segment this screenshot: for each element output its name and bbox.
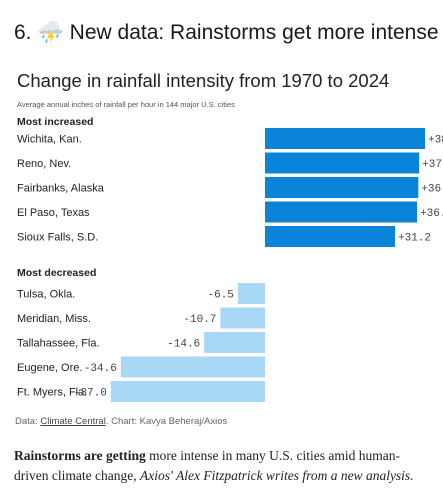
value-label: -34.6 [84,363,117,375]
value-label: -37.0 [74,388,107,400]
category-label: Tallahassee, Fla. [17,338,100,350]
bar [110,381,265,402]
bar [265,226,395,247]
body-text: more intense in many U.S. cities amid hu… [14,448,400,483]
value-label: -6.5 [208,290,234,302]
value-label: +36.5 [420,208,443,220]
category-label: Reno, Nev. [17,158,71,170]
group-header-increased: Most increased [17,116,94,128]
headline: 6. ⛈️ New data: Rainstorms get more intens… [14,21,439,45]
chart-subtitle: Average annual inches of rainfall per ho… [17,100,235,109]
bar [237,283,265,304]
storm-cloud-icon: ⛈️ [37,21,64,44]
value-label: +31.2 [398,233,431,245]
category-label: Sioux Falls, S.D. [17,232,98,244]
chart-title: Change in rainfall intensity from 1970 t… [17,70,390,91]
source-prefix: Data: [15,416,41,427]
bar-chart: Wichita, Kan. +38.4% Reno, Nev. +37.0 Fairba… [17,128,443,402]
category-label: El Paso, Texas [17,207,90,219]
category-label: Tulsa, Okla. [17,289,75,301]
value-label: -10.7 [183,314,216,326]
bar [120,356,265,378]
group-header-decreased: Most decreased [17,267,97,279]
headline-number: 6. [14,21,32,44]
category-label: Fairbanks, Alaska [17,183,105,195]
category-label: Ft. Myers, Fla. [17,387,87,399]
category-label: Meridian, Miss. [17,313,91,325]
bar [265,177,419,198]
category-label: Eugene, Ore. [17,362,82,374]
value-label: -14.6 [167,339,200,351]
article-body: Rainstorms are getting more intense in m… [14,446,434,486]
source-line: Data: Climate Central. Chart: Kavya Behe… [15,416,227,427]
body-bold: Rainstorms are getting [14,448,146,463]
value-label: +37.0 [422,159,443,171]
bar [265,201,418,223]
bar [265,128,425,149]
value-label: +36.8 [421,184,443,196]
bar [265,152,420,174]
value-label: +38.4% [428,135,443,147]
headline-text: New data: Rainstorms get more intense [69,21,439,44]
bar [220,307,265,329]
bar [204,332,265,353]
source-suffix: . Chart: Kavya Beheraj/Axios [105,416,228,427]
source-link[interactable]: Climate Central [40,416,106,427]
body-italic: Axios' Alex Fitzpatrick writes from a ne… [139,468,414,483]
category-label: Wichita, Kan. [17,134,82,146]
